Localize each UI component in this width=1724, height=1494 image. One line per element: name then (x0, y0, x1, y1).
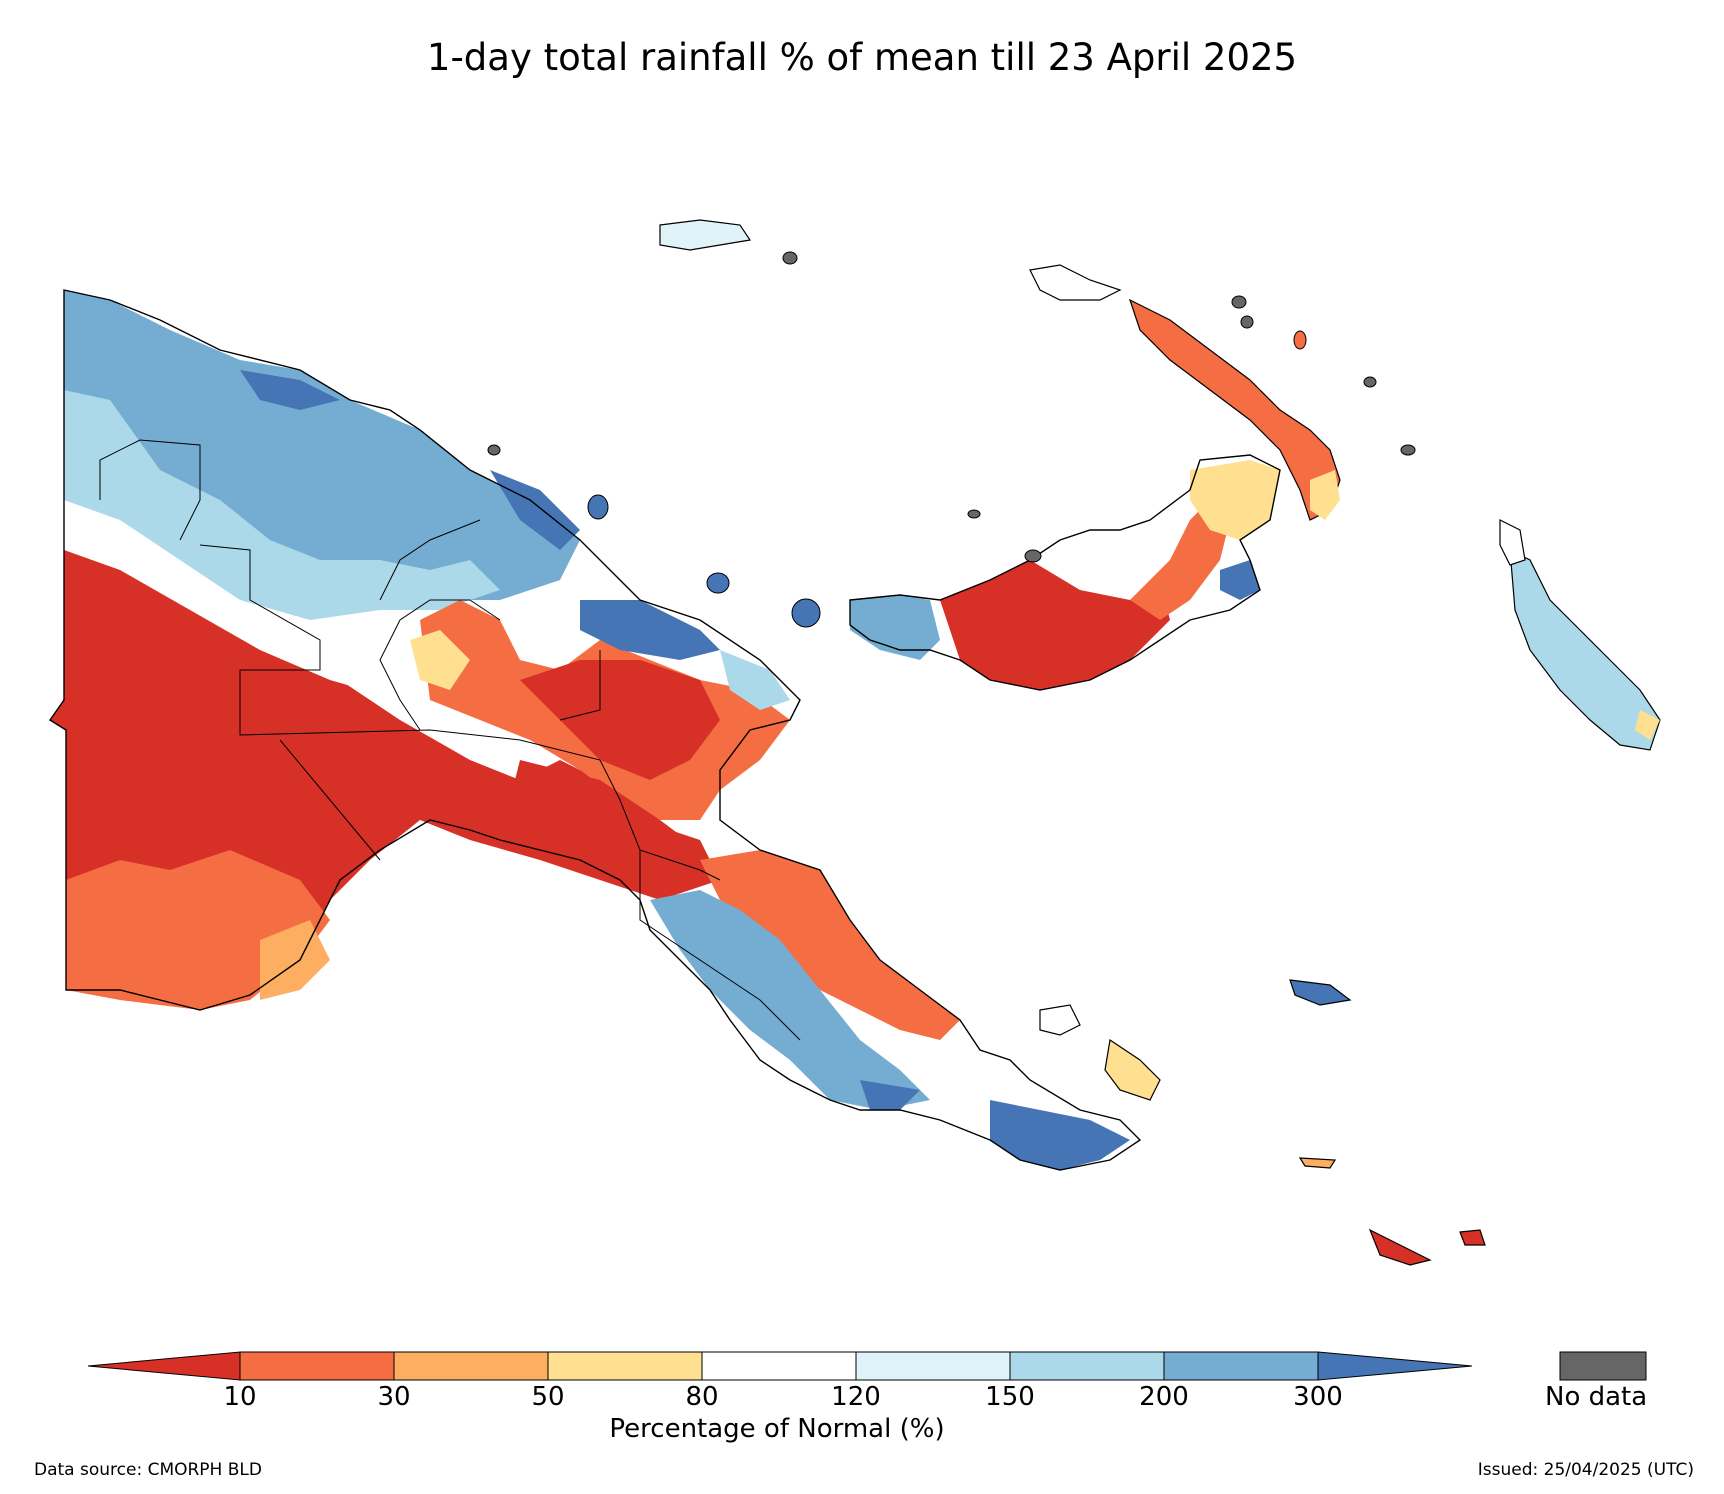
colorbar-tick-label: 10 (223, 1382, 257, 1412)
colorbar-tick-label: 120 (831, 1382, 881, 1412)
island-no-data (1293, 330, 1307, 350)
colorbar-above-300 (1317, 1351, 1473, 1381)
new-britain-tip-light (1190, 460, 1280, 540)
tagula-island (1368, 1228, 1432, 1266)
map-title: 1-day total rainfall % of mean till 23 A… (426, 36, 1298, 79)
manus-island (659, 219, 752, 251)
colorbar-title: Percentage of Normal (%) (609, 1414, 945, 1444)
island-no-data (706, 572, 730, 594)
region-south-coast-light (260, 920, 330, 1000)
colorbar-tick-label: 80 (685, 1382, 719, 1412)
new-britain-tip-wet (1220, 560, 1260, 600)
island-no-data (1363, 376, 1377, 388)
manus (659, 219, 752, 251)
new-britain-west-wet (850, 595, 940, 660)
misima-island (1298, 1157, 1337, 1169)
papua-new-guinea-mainland (49, 289, 1142, 1171)
region-sepik-red (520, 660, 720, 780)
island-no-data (1400, 444, 1416, 456)
issued-date: Issued: 25/04/2025 (UTC) (1477, 1460, 1694, 1480)
region-madang-wet (580, 600, 720, 660)
new-britain (849, 454, 1281, 691)
colorbar-200-300 (1163, 1351, 1319, 1381)
colorbar-120-150 (855, 1351, 1011, 1381)
region-peninsula-strongwet (990, 1100, 1130, 1170)
region-peninsula-wet (650, 890, 930, 1110)
colorbar-tick-label: 30 (377, 1382, 411, 1412)
woodlark-island (1289, 979, 1352, 1006)
province-boundaries (99, 439, 801, 1041)
new-britain-outline (849, 454, 1281, 691)
colorbar-50-80 (547, 1351, 703, 1381)
island-no-data (587, 494, 609, 520)
island-no-data (1240, 315, 1254, 329)
new-hanover (1029, 264, 1122, 301)
region-northwest-white (64, 500, 500, 700)
new-britain-center-red (940, 560, 1170, 690)
new-ireland (1029, 264, 1341, 521)
colorbar-tick-label: 200 (1139, 1382, 1189, 1412)
colorbar-below-10 (87, 1351, 241, 1381)
bougainville-island (1509, 548, 1661, 751)
region-highlands-yellow (410, 630, 470, 690)
region-northwest-light (64, 390, 500, 620)
region-peninsula-orange (700, 850, 960, 1040)
rossel-island (1459, 1229, 1486, 1246)
normanby-island (1104, 1038, 1161, 1101)
no-data-swatch (1559, 1351, 1647, 1381)
region-peninsula-south-wet (860, 1080, 920, 1110)
new-britain-east-orange (1130, 500, 1230, 620)
d-entrecasteaux-and-louisiade (1039, 979, 1486, 1266)
no-data-label: No data (1545, 1382, 1648, 1412)
colorbar-80-120 (701, 1351, 857, 1381)
fergusson-island (1039, 1004, 1081, 1036)
island-no-data (782, 251, 798, 265)
buka-island (1499, 519, 1526, 566)
island-no-data (1231, 295, 1247, 309)
colorbar-10-30 (239, 1351, 395, 1381)
colorbar-tick-label: 150 (985, 1382, 1035, 1412)
colorbar (87, 1351, 1647, 1381)
data-source: Data source: CMORPH BLD (34, 1460, 262, 1480)
new-ireland-tip (1310, 470, 1340, 520)
colorbar-tick-label: 50 (531, 1382, 565, 1412)
bougainville (1499, 519, 1661, 751)
no-data-islands (487, 251, 1416, 628)
colorbar-tick-label: 300 (1293, 1382, 1343, 1412)
mainland-outline (49, 289, 1142, 1171)
island-no-data (791, 598, 821, 628)
island-no-data (967, 509, 981, 519)
region-madang-light (720, 650, 790, 710)
colorbar-150-200 (1009, 1351, 1165, 1381)
island-no-data (487, 444, 501, 456)
region-morobe-red (510, 760, 700, 890)
island-no-data (1024, 549, 1042, 563)
colorbar-30-50 (393, 1351, 549, 1381)
region-northcoast-wet (490, 470, 580, 550)
region-north-coast-strongwet (240, 370, 340, 410)
bougainville-south-light (1635, 710, 1660, 740)
